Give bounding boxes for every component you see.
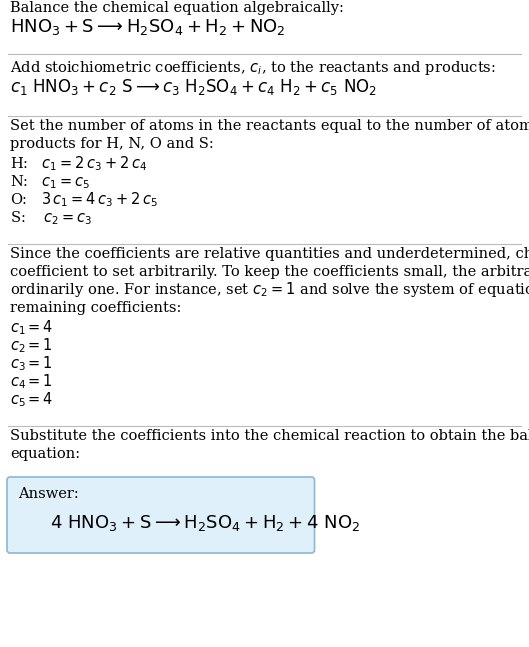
Text: equation:: equation: bbox=[10, 447, 80, 461]
Text: coefficient to set arbitrarily. To keep the coefficients small, the arbitrary va: coefficient to set arbitrarily. To keep … bbox=[10, 265, 529, 279]
Text: Answer:: Answer: bbox=[18, 487, 79, 501]
Text: Since the coefficients are relative quantities and underdetermined, choose a: Since the coefficients are relative quan… bbox=[10, 247, 529, 261]
Text: $c_4 = 1$: $c_4 = 1$ bbox=[10, 372, 53, 391]
Text: $\mathrm{HNO_3 + S \longrightarrow H_2SO_4 + H_2 + NO_2}$: $\mathrm{HNO_3 + S \longrightarrow H_2SO… bbox=[10, 17, 286, 37]
Text: $c_1\ \mathrm{HNO_3} + c_2\ \mathrm{S} \longrightarrow c_3\ \mathrm{H_2SO_4} + c: $c_1\ \mathrm{HNO_3} + c_2\ \mathrm{S} \… bbox=[10, 77, 377, 97]
Text: Substitute the coefficients into the chemical reaction to obtain the balanced: Substitute the coefficients into the che… bbox=[10, 429, 529, 443]
Text: $c_1 = 4$: $c_1 = 4$ bbox=[10, 318, 53, 336]
Text: $c_2 = 1$: $c_2 = 1$ bbox=[10, 336, 53, 355]
Text: N: $\ \ c_1 = c_5$: N: $\ \ c_1 = c_5$ bbox=[10, 173, 90, 191]
Text: ordinarily one. For instance, set $c_2 = 1$ and solve the system of equations fo: ordinarily one. For instance, set $c_2 =… bbox=[10, 280, 529, 299]
Text: $c_5 = 4$: $c_5 = 4$ bbox=[10, 390, 53, 409]
Text: O: $\ \ 3\,c_1 = 4\,c_3 + 2\,c_5$: O: $\ \ 3\,c_1 = 4\,c_3 + 2\,c_5$ bbox=[10, 190, 158, 209]
Text: H: $\ \ c_1 = 2\,c_3 + 2\,c_4$: H: $\ \ c_1 = 2\,c_3 + 2\,c_4$ bbox=[10, 154, 147, 173]
Text: $c_3 = 1$: $c_3 = 1$ bbox=[10, 354, 53, 373]
Text: S: $\ \ \ c_2 = c_3$: S: $\ \ \ c_2 = c_3$ bbox=[10, 209, 93, 226]
Text: Add stoichiometric coefficients, $c_i$, to the reactants and products:: Add stoichiometric coefficients, $c_i$, … bbox=[10, 59, 496, 77]
Text: Set the number of atoms in the reactants equal to the number of atoms in the: Set the number of atoms in the reactants… bbox=[10, 119, 529, 133]
Text: $\mathrm{4\ HNO_3 + S \longrightarrow H_2SO_4 + H_2 + 4\ NO_2}$: $\mathrm{4\ HNO_3 + S \longrightarrow H_… bbox=[50, 513, 360, 533]
FancyBboxPatch shape bbox=[7, 477, 315, 553]
Text: Balance the chemical equation algebraically:: Balance the chemical equation algebraica… bbox=[10, 1, 344, 15]
Text: remaining coefficients:: remaining coefficients: bbox=[10, 301, 181, 315]
Text: products for H, N, O and S:: products for H, N, O and S: bbox=[10, 137, 214, 151]
